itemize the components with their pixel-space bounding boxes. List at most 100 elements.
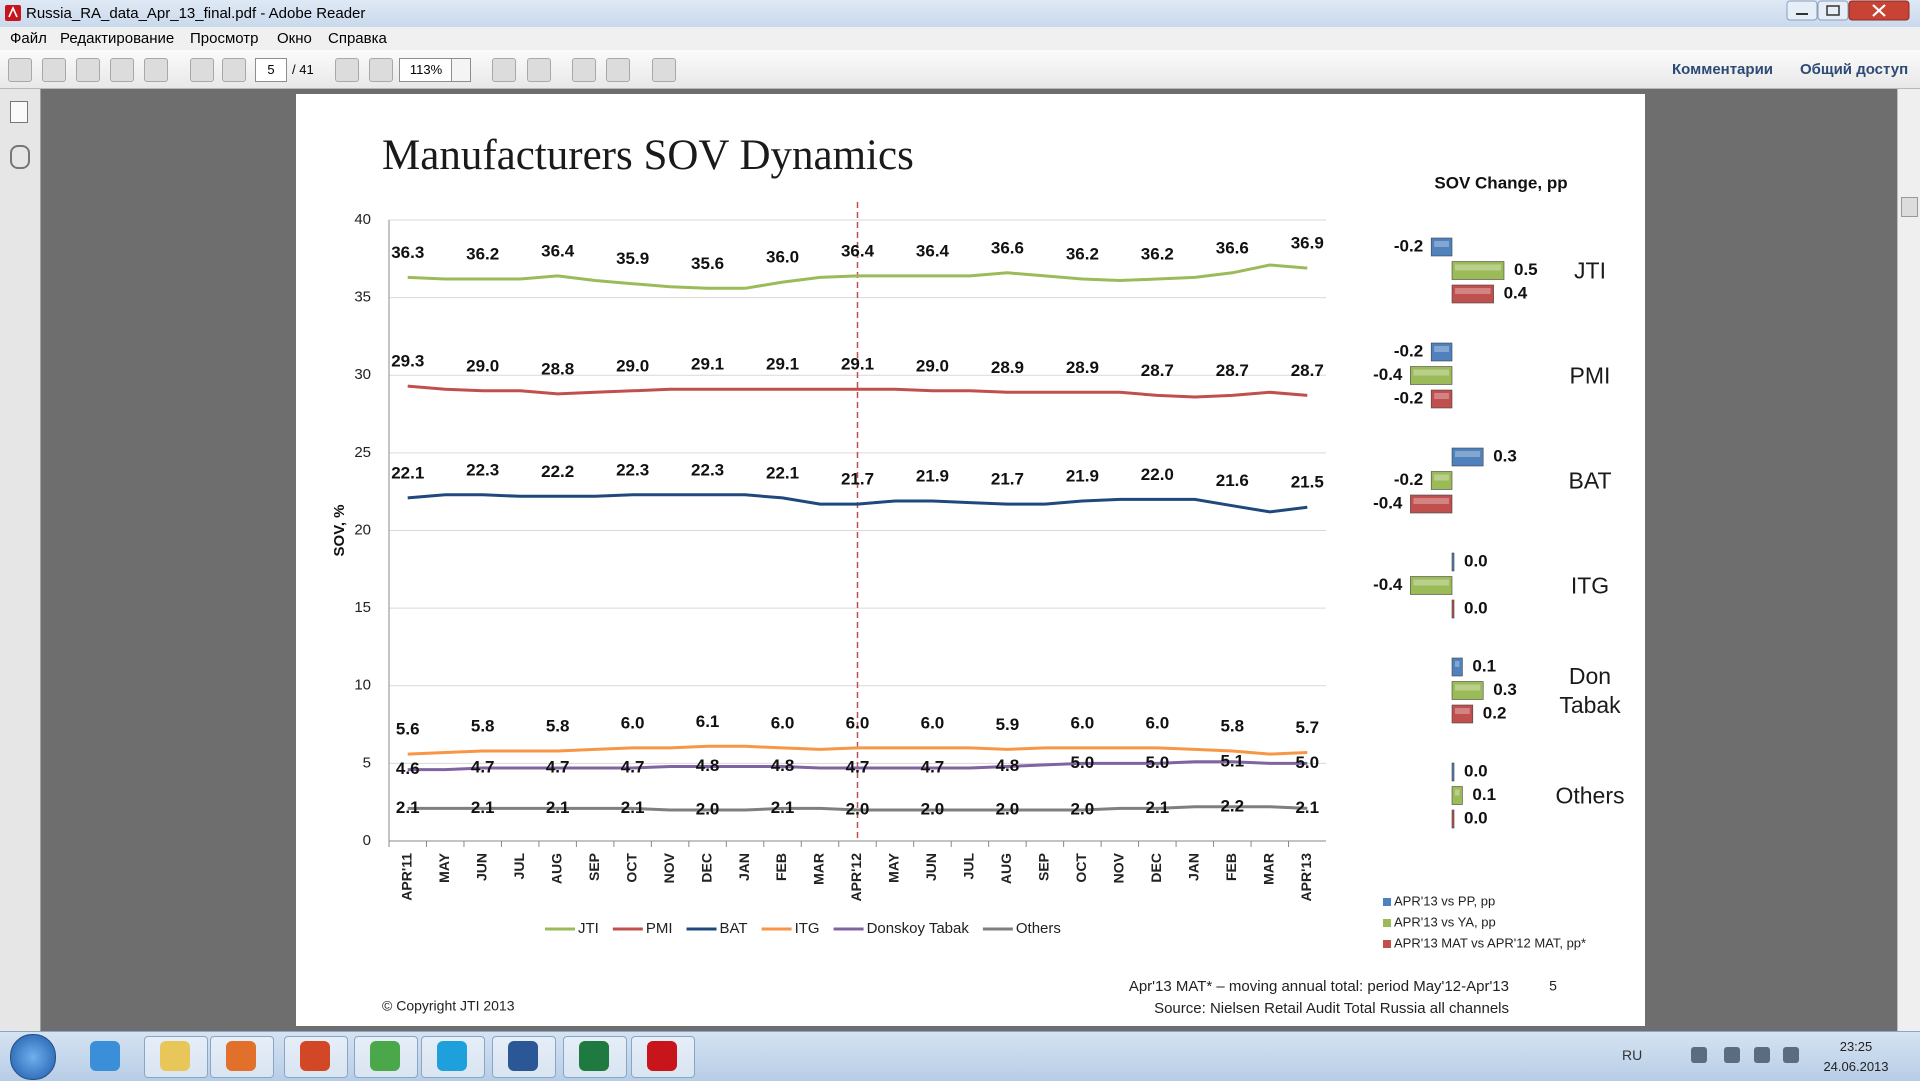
data-label: 0.1: [1472, 785, 1496, 804]
y-tick-label: 30: [354, 366, 371, 383]
toolbar-button[interactable]: [492, 58, 516, 82]
data-label: 2.1: [621, 798, 645, 817]
scrollbar[interactable]: [1897, 89, 1920, 1031]
data-label: 22.3: [616, 460, 649, 479]
legend-swatch: [1383, 898, 1391, 906]
taskbar-icon: [508, 1041, 538, 1071]
menu-item[interactable]: Редактирование: [60, 30, 175, 47]
taskbar-icon: [579, 1041, 609, 1071]
x-tick-label: JUN: [473, 853, 489, 881]
data-label: 0.4: [1504, 283, 1528, 302]
navigation-panel: [0, 89, 41, 1031]
series-line: [407, 744, 1308, 756]
data-label: 22.1: [766, 463, 799, 482]
data-label: 22.0: [1141, 465, 1174, 484]
x-tick-label: OCT: [623, 853, 639, 883]
toolbar-button[interactable]: [222, 58, 246, 82]
toolbar-button[interactable]: [110, 58, 134, 82]
bar-highlight: [1413, 498, 1449, 504]
window-buttons[interactable]: [1786, 0, 1916, 22]
start-button[interactable]: [10, 1034, 56, 1080]
data-label: 4.6: [396, 759, 420, 778]
menu-item[interactable]: Файл: [10, 30, 47, 47]
bar-highlight: [1455, 789, 1460, 796]
toolbar-button[interactable]: Комментарии: [1672, 61, 1774, 78]
bar: [1451, 762, 1455, 782]
toolbar-button[interactable]: [369, 58, 393, 82]
data-label: 0.0: [1464, 551, 1488, 570]
x-tick-label: SEP: [1036, 853, 1052, 881]
data-label: 21.6: [1216, 471, 1249, 490]
legend-swatch: [1383, 919, 1391, 927]
data-label: 28.7: [1216, 361, 1249, 380]
toolbar-button[interactable]: [42, 58, 66, 82]
x-tick-label: FEB: [773, 853, 789, 881]
zoom-input[interactable]: 113%: [399, 58, 453, 82]
tray-icon[interactable]: [1754, 1047, 1770, 1063]
bar: [1430, 342, 1453, 362]
legend-label: BAT: [720, 920, 748, 937]
bar-highlight: [1434, 474, 1449, 481]
data-label: 0.1: [1472, 656, 1496, 675]
clock-time[interactable]: 23:25: [1839, 1039, 1873, 1054]
data-label: 36.3: [391, 243, 424, 262]
x-tick-label: DEC: [1148, 853, 1164, 883]
menu-item[interactable]: Окно: [277, 30, 312, 47]
menu-item[interactable]: Справка: [328, 30, 387, 47]
toolbar-button[interactable]: [572, 58, 596, 82]
pages-icon[interactable]: [10, 101, 28, 123]
data-label: 0.5: [1514, 260, 1538, 279]
tray-icon[interactable]: [1783, 1047, 1799, 1063]
page-input[interactable]: 5: [255, 58, 287, 82]
bar-highlight: [1434, 393, 1449, 399]
toolbar-button[interactable]: [652, 58, 676, 82]
bar-highlight: [1413, 369, 1449, 376]
data-label: 4.7: [546, 758, 570, 777]
x-tick-label: SEP: [586, 853, 602, 881]
x-tick-label: JUL: [961, 853, 977, 880]
legend-label: Others: [1016, 920, 1061, 937]
bar-highlight: [1455, 288, 1491, 294]
data-label: -0.2: [1394, 470, 1423, 489]
data-label: 21.9: [1066, 466, 1099, 485]
data-label: 22.3: [466, 460, 499, 479]
tray-icon[interactable]: [1691, 1047, 1707, 1063]
legend-label: Donskoy Tabak: [867, 920, 970, 937]
data-label: 36.9: [1291, 234, 1324, 253]
x-tick-label: DEC: [698, 853, 714, 883]
category-label: ITG: [1570, 572, 1610, 598]
language-indicator[interactable]: RU: [1622, 1047, 1643, 1063]
toolbar-button[interactable]: Общий доступ: [1800, 61, 1909, 78]
toolbar-button[interactable]: [606, 58, 630, 82]
toolbar-button[interactable]: [335, 58, 359, 82]
x-tick-label: JAN: [1186, 853, 1202, 881]
scroll-thumb[interactable]: [1901, 197, 1918, 217]
tray-icon[interactable]: [1724, 1047, 1740, 1063]
zoom-dropdown[interactable]: [451, 58, 471, 82]
app-icon: [5, 5, 21, 21]
bar: [1410, 494, 1453, 514]
data-label: 21.9: [916, 466, 949, 485]
toolbar-button[interactable]: [527, 58, 551, 82]
bar-highlight: [1455, 708, 1470, 714]
data-label: 22.1: [391, 463, 424, 482]
attachments-icon[interactable]: [10, 145, 30, 169]
data-label: 2.1: [1295, 798, 1319, 817]
toolbar-button[interactable]: [144, 58, 168, 82]
data-label: 0.0: [1464, 761, 1488, 780]
toolbar-button[interactable]: [8, 58, 32, 82]
legend-label: JTI: [578, 920, 599, 937]
bar-highlight: [1434, 241, 1449, 247]
menu-bar: [0, 27, 1920, 50]
clock-date[interactable]: 24.06.2013: [1823, 1059, 1889, 1074]
x-tick-label: AUG: [548, 853, 564, 884]
data-label: 29.0: [466, 356, 499, 375]
bar: [1451, 809, 1455, 829]
category-label: Others: [1555, 782, 1625, 808]
legend-label: PMI: [646, 920, 673, 937]
bar: [1451, 284, 1494, 304]
footnote: Apr'13 MAT* – moving annual total: perio…: [1129, 978, 1509, 995]
toolbar-button[interactable]: [76, 58, 100, 82]
menu-item[interactable]: Просмотр: [190, 30, 259, 47]
toolbar-button[interactable]: [190, 58, 214, 82]
